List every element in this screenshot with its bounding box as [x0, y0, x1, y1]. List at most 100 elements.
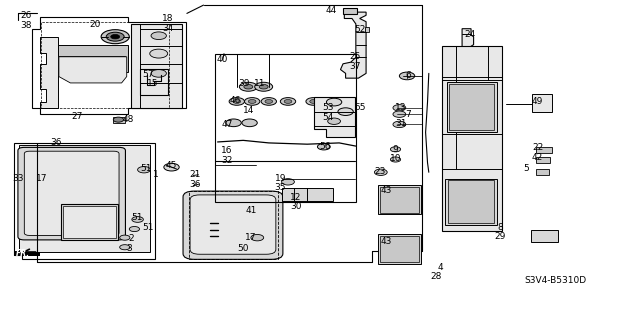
Circle shape [248, 100, 256, 103]
Circle shape [393, 111, 406, 117]
Bar [531, 230, 558, 242]
Circle shape [239, 82, 257, 91]
Text: 55: 55 [354, 103, 365, 112]
Polygon shape [113, 117, 125, 123]
Text: 35: 35 [275, 183, 286, 192]
Polygon shape [58, 45, 128, 72]
Text: 32: 32 [221, 156, 233, 165]
Circle shape [120, 245, 130, 250]
Text: 4: 4 [438, 263, 443, 272]
Text: 13: 13 [395, 103, 406, 112]
Circle shape [244, 85, 253, 89]
Circle shape [83, 210, 93, 215]
Bar [378, 234, 421, 264]
Text: 40: 40 [217, 56, 228, 64]
Text: 39: 39 [239, 79, 250, 88]
Bar [449, 84, 494, 130]
Polygon shape [59, 57, 127, 83]
Circle shape [244, 98, 260, 105]
Text: 44: 44 [326, 6, 337, 15]
Circle shape [242, 119, 257, 127]
Circle shape [399, 72, 415, 80]
Text: 36: 36 [51, 138, 62, 147]
Polygon shape [462, 29, 474, 53]
Circle shape [388, 241, 411, 252]
Text: 24: 24 [464, 30, 476, 39]
Circle shape [310, 100, 317, 103]
Circle shape [317, 144, 330, 150]
Text: 43: 43 [381, 186, 392, 195]
Text: 12: 12 [290, 193, 301, 202]
FancyBboxPatch shape [18, 147, 125, 240]
Text: 53: 53 [322, 103, 333, 112]
Circle shape [280, 98, 296, 105]
Text: 17: 17 [245, 233, 257, 242]
Text: 48: 48 [122, 115, 134, 124]
Text: 11: 11 [254, 79, 266, 88]
Text: 23: 23 [374, 167, 386, 176]
Circle shape [284, 100, 292, 103]
Bar [532, 94, 552, 112]
Circle shape [388, 191, 411, 203]
Circle shape [259, 85, 268, 89]
Circle shape [120, 235, 130, 240]
Text: 29: 29 [495, 232, 506, 241]
Circle shape [458, 207, 484, 219]
Text: 42: 42 [532, 153, 543, 162]
Circle shape [459, 104, 482, 116]
Circle shape [83, 218, 93, 223]
Text: 21: 21 [189, 170, 200, 179]
Bar [215, 54, 356, 202]
Circle shape [463, 121, 478, 128]
Circle shape [164, 163, 179, 171]
Circle shape [132, 217, 143, 222]
Bar [343, 8, 357, 14]
Bar [445, 179, 497, 225]
Circle shape [70, 218, 81, 223]
FancyBboxPatch shape [24, 151, 119, 235]
Circle shape [393, 105, 406, 111]
Text: 34: 34 [162, 24, 173, 33]
Circle shape [338, 108, 353, 115]
Text: 3: 3 [127, 244, 132, 253]
Text: 16: 16 [221, 146, 233, 155]
Text: S3V4-B5310D: S3V4-B5310D [525, 276, 587, 285]
Text: 22: 22 [532, 143, 543, 152]
Circle shape [328, 118, 340, 124]
Circle shape [374, 169, 387, 175]
Circle shape [150, 49, 168, 58]
Text: 45: 45 [166, 161, 177, 170]
FancyBboxPatch shape [183, 191, 283, 259]
Text: 49: 49 [532, 97, 543, 106]
Bar [14, 251, 40, 256]
Text: 54: 54 [322, 113, 333, 122]
Bar [380, 187, 419, 213]
Circle shape [392, 202, 407, 210]
Text: 18: 18 [162, 14, 173, 23]
Text: 9: 9 [393, 145, 398, 154]
Polygon shape [314, 97, 355, 137]
Circle shape [151, 70, 166, 77]
Circle shape [138, 167, 150, 173]
Polygon shape [40, 37, 58, 108]
Text: 50: 50 [237, 244, 249, 253]
Text: 33: 33 [12, 174, 24, 183]
Text: 47: 47 [221, 120, 233, 129]
Text: 28: 28 [431, 272, 442, 281]
Bar [536, 169, 549, 175]
Polygon shape [19, 145, 150, 252]
Text: 1: 1 [154, 170, 159, 179]
Text: 15: 15 [147, 79, 158, 88]
Text: 57: 57 [143, 70, 154, 78]
Text: 52: 52 [354, 25, 365, 34]
Text: 30: 30 [290, 202, 301, 211]
Text: 5: 5 [524, 164, 529, 173]
Text: 56: 56 [319, 142, 331, 151]
Text: 37: 37 [349, 62, 361, 71]
Circle shape [282, 179, 294, 185]
Circle shape [534, 97, 550, 104]
Text: 7: 7 [406, 110, 411, 119]
Circle shape [129, 226, 140, 232]
Text: 14: 14 [243, 106, 254, 115]
Circle shape [326, 98, 342, 106]
